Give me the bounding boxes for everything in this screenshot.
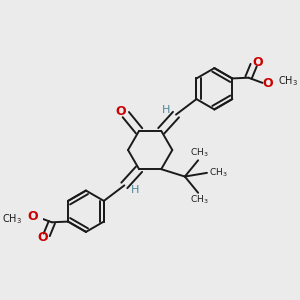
Text: O: O xyxy=(262,77,273,90)
Text: H: H xyxy=(130,185,139,195)
Text: H: H xyxy=(161,105,170,115)
Text: CH$_3$: CH$_3$ xyxy=(2,212,22,226)
Text: CH$_3$: CH$_3$ xyxy=(190,147,208,159)
Text: O: O xyxy=(37,231,48,244)
Text: O: O xyxy=(27,210,38,223)
Text: CH$_3$: CH$_3$ xyxy=(209,167,228,179)
Text: CH$_3$: CH$_3$ xyxy=(278,74,298,88)
Text: O: O xyxy=(115,105,126,118)
Text: O: O xyxy=(253,56,263,69)
Text: CH$_3$: CH$_3$ xyxy=(190,194,208,206)
